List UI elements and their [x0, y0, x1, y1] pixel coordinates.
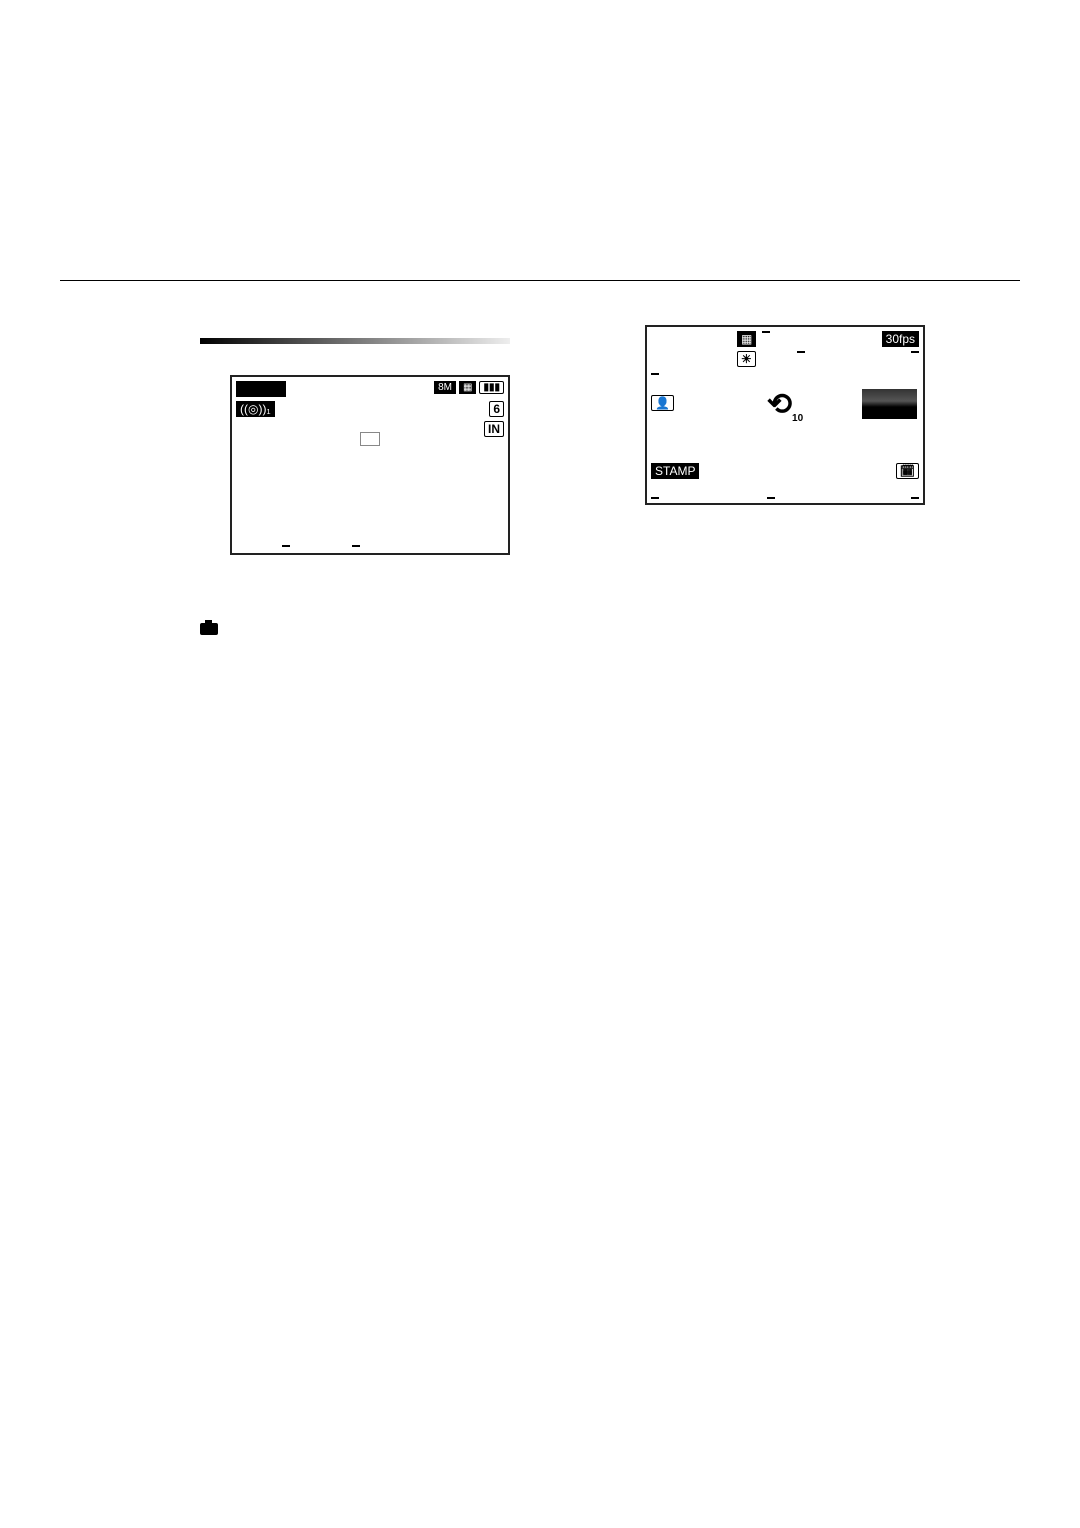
iiso-icon	[767, 497, 775, 499]
burst-icon: ▦	[737, 331, 756, 347]
cool-icon	[797, 351, 805, 353]
title-underline	[200, 338, 510, 344]
memory-icon: IN	[484, 421, 504, 437]
af-area-icon	[360, 432, 380, 446]
iso-icon	[762, 331, 770, 333]
right-diagram-wrap: ▦ 30fps ☀ 👤 ⟲10 STAMP 🗓	[555, 320, 1015, 530]
self-timer-icon: ⟲10	[767, 387, 803, 424]
histogram-icon	[862, 389, 917, 419]
wb-icon: ☀	[737, 351, 756, 367]
header-rule	[60, 280, 1020, 281]
travel-icon: 🗓	[896, 463, 919, 479]
count-icon: 6	[489, 401, 504, 417]
size-icon: 8M	[434, 381, 456, 394]
right-diagram: ▦ 30fps ☀ 👤 ⟲10 STAMP 🗓	[645, 325, 925, 505]
quality-icon: ▦	[459, 381, 476, 394]
date-stamp-icon: STAMP	[651, 463, 699, 479]
ois-icon: ((◎))₁	[236, 401, 275, 417]
left-heading-2	[200, 618, 540, 639]
camera-icon	[200, 623, 218, 635]
left-diagram: 8M ▦ ▮▮▮ ((◎))₁ 6 IN	[230, 375, 510, 555]
right-column: ▦ 30fps ☀ 👤 ⟲10 STAMP 🗓	[555, 300, 1015, 568]
face-icon: 👤	[651, 395, 674, 411]
rec-mode-icon	[236, 381, 286, 397]
fps-icon: 30fps	[882, 331, 919, 347]
left-diagram-wrap: 8M ▦ ▮▮▮ ((◎))₁ 6 IN	[200, 370, 540, 580]
left-column: 8M ▦ ▮▮▮ ((◎))₁ 6 IN	[200, 350, 540, 647]
elapsed-icon	[911, 497, 919, 499]
shutter-chip	[352, 545, 360, 547]
af-lock-icon	[651, 373, 659, 375]
r3s-icon	[911, 351, 919, 353]
ev-icon	[651, 497, 659, 499]
aperture-chip	[282, 545, 290, 547]
battery-icon: ▮▮▮	[479, 381, 504, 394]
top-right-icons: 8M ▦ ▮▮▮	[434, 381, 504, 394]
